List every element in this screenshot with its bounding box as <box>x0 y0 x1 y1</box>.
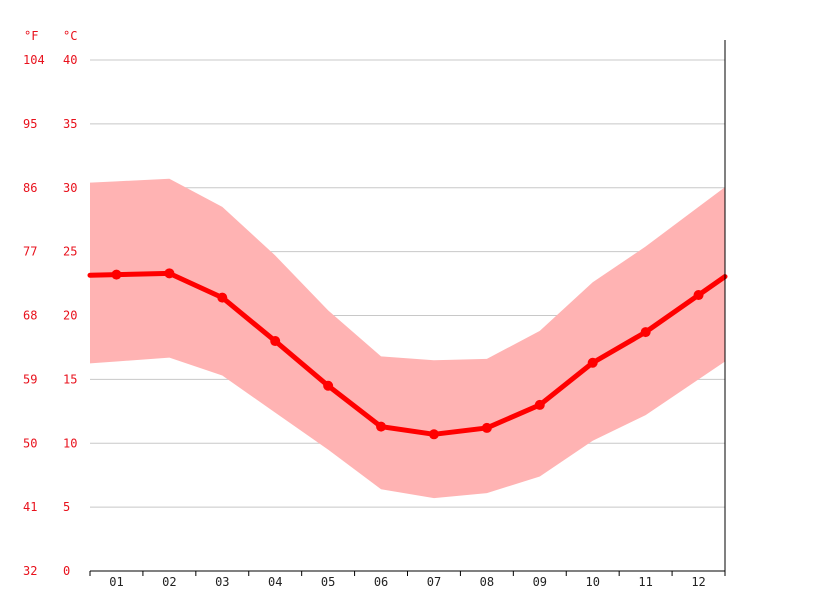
ytick-label-fahrenheit: 59 <box>23 372 37 386</box>
ytick-label-fahrenheit: 32 <box>23 564 37 578</box>
mean-temperature-point <box>587 357 598 368</box>
fahrenheit-unit-label: °F <box>24 29 38 43</box>
ytick-label-celsius: 25 <box>63 245 77 259</box>
ytick-label-fahrenheit: 68 <box>23 309 37 323</box>
month-label: 10 <box>585 575 599 589</box>
mean-temperature-point <box>693 290 704 301</box>
ytick-label-fahrenheit: 104 <box>23 53 45 67</box>
mean-temperature-line <box>87 270 728 437</box>
ytick-label-celsius: 20 <box>63 309 77 323</box>
month-label: 03 <box>215 575 229 589</box>
mean-temperature-point <box>640 327 651 338</box>
mean-temperature-point <box>376 421 387 432</box>
ytick-label-celsius: 5 <box>63 500 70 514</box>
month-label: 06 <box>374 575 388 589</box>
month-label: 02 <box>162 575 176 589</box>
month-label: 07 <box>427 575 441 589</box>
ytick-label-fahrenheit: 86 <box>23 181 37 195</box>
temperature-range-area <box>90 178 725 499</box>
month-label: 09 <box>533 575 547 589</box>
ytick-label-celsius: 15 <box>63 372 77 386</box>
mean-temperature-point <box>270 336 281 347</box>
mean-temperature-point <box>428 429 439 440</box>
ytick-label-celsius: 0 <box>63 564 70 578</box>
month-label: 08 <box>480 575 494 589</box>
mean-temperature-point <box>534 399 545 410</box>
month-label: 12 <box>691 575 705 589</box>
month-label: 04 <box>268 575 282 589</box>
mean-temperature-point <box>111 269 122 280</box>
ytick-label-celsius: 35 <box>63 117 77 131</box>
celsius-unit-label: °C <box>63 29 77 43</box>
ytick-label-fahrenheit: 50 <box>23 436 37 450</box>
axes <box>89 40 726 576</box>
ytick-label-celsius: 40 <box>63 53 77 67</box>
ytick-label-celsius: 30 <box>63 181 77 195</box>
month-label: 05 <box>321 575 335 589</box>
temperature-range-band <box>90 178 725 499</box>
ytick-label-fahrenheit: 77 <box>23 245 37 259</box>
ytick-label-fahrenheit: 95 <box>23 117 37 131</box>
mean-temperature-point <box>323 380 334 391</box>
mean-temperature-series <box>87 268 728 440</box>
ytick-label-celsius: 10 <box>63 436 77 450</box>
ytick-label-fahrenheit: 41 <box>23 500 37 514</box>
axis-labels: °F °C 32 0 41 5 50 10 59 15 68 20 77 25 86 30 95 35 104 4… <box>23 29 706 589</box>
month-label: 11 <box>638 575 652 589</box>
mean-temperature-point <box>217 292 228 303</box>
mean-temperature-point <box>481 422 492 433</box>
mean-temperature-point <box>164 268 175 279</box>
month-label: 01 <box>109 575 123 589</box>
